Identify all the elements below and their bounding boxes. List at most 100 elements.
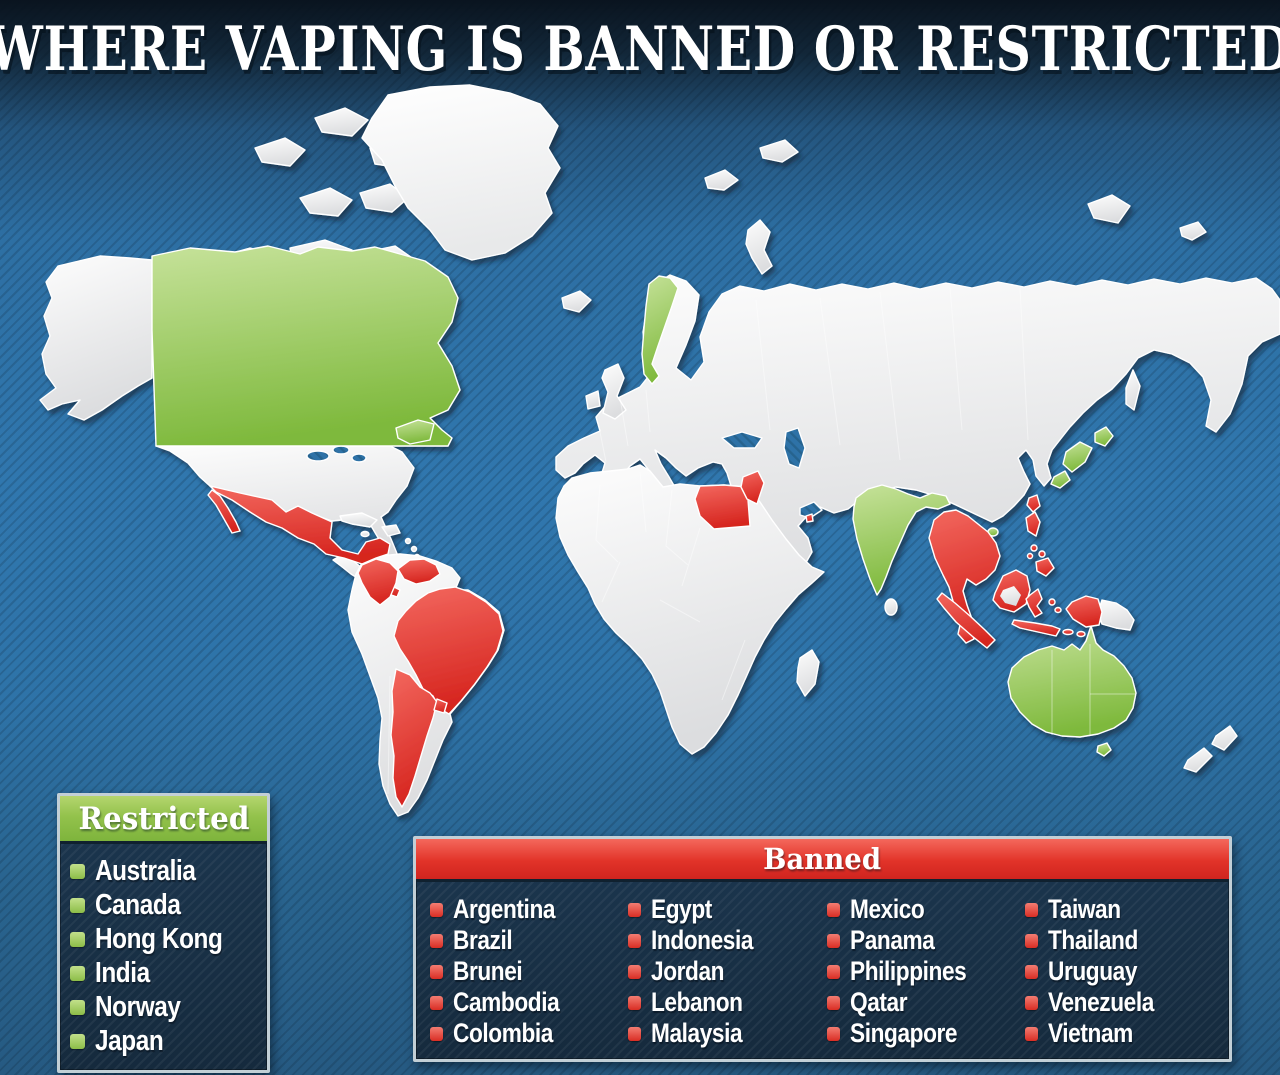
country-canada-maritimes: [395, 419, 435, 445]
country-argentina: [390, 668, 438, 808]
country-mexico: [209, 485, 391, 565]
red-square-icon: [430, 933, 443, 948]
banned-country-grid: Argentina Brazil Brunei Cambodia Colombi…: [416, 882, 1229, 1059]
arctic-islands: [759, 139, 799, 163]
continent-eurasia: [555, 274, 1280, 584]
arctic-islands: [745, 219, 773, 275]
lesser-antilles: [410, 545, 418, 553]
arctic-islands: [1179, 221, 1207, 241]
country-alaska: [39, 255, 153, 421]
island-sakhalin: [1125, 369, 1141, 411]
red-square-icon: [628, 933, 642, 948]
restricted-legend: Restricted Australia Canada Hong Kong In…: [57, 793, 270, 1073]
molucca-islands: [1054, 606, 1062, 614]
country-uk: [601, 363, 627, 420]
island-jamaica: [360, 530, 370, 538]
banned-column-1: Argentina Brazil Brunei Cambodia Colombi…: [430, 894, 628, 1049]
black-sea: [721, 431, 763, 449]
banned-legend-title: Banned: [763, 842, 882, 876]
green-square-icon: [70, 931, 85, 947]
lesser-sunda-islands: [1076, 630, 1086, 638]
country-philippines: [1030, 544, 1038, 552]
list-item: India: [70, 956, 259, 990]
list-item: Jordan: [628, 956, 826, 987]
red-square-icon: [628, 964, 642, 979]
restricted-country-list: Australia Canada Hong Kong India Norway …: [60, 844, 267, 1070]
list-item: Indonesia: [628, 925, 826, 956]
country-greenland: [361, 84, 561, 261]
poster-header: WHERE VAPING IS BANNED OR RESTRICTED: [0, 10, 1280, 88]
great-lakes: [306, 450, 330, 462]
banned-legend-header: Banned: [416, 839, 1229, 882]
banned-column-4: Taiwan Thailand Uruguay Venezuela Vietna…: [1024, 894, 1223, 1049]
region-jordan-lebanon: [740, 470, 765, 505]
country-venezuela: [397, 558, 441, 585]
red-square-icon: [628, 1026, 642, 1041]
borneo-interior: [1000, 586, 1021, 606]
arctic-islands: [359, 183, 409, 213]
island-sumatra: [936, 592, 996, 649]
country-mexico-baja: [207, 489, 241, 534]
list-item: Hong Kong: [70, 922, 259, 956]
list-item: Thailand: [1024, 925, 1223, 956]
red-square-icon: [1024, 995, 1038, 1010]
country-philippines: [1035, 557, 1055, 577]
red-square-icon: [826, 1026, 840, 1041]
country-japan: [1050, 470, 1071, 489]
country-new-zealand: [1183, 747, 1213, 773]
restricted-legend-title: Restricted: [78, 800, 249, 837]
region-west-papua: [1065, 595, 1103, 628]
red-square-icon: [826, 964, 840, 979]
country-qatar: [805, 513, 814, 523]
island-sri-lanka: [884, 598, 898, 616]
banned-column-2: Egypt Indonesia Jordan Lebanon Malaysia: [628, 894, 826, 1049]
caspian-sea: [783, 427, 806, 469]
red-square-icon: [430, 1026, 443, 1041]
country-canada: [151, 245, 461, 447]
country-borders: [387, 287, 1135, 795]
arctic-islands: [704, 169, 739, 191]
country-australia: [1007, 625, 1137, 738]
country-egypt: [694, 484, 751, 530]
arctic-islands: [1087, 194, 1131, 224]
red-square-icon: [826, 933, 840, 948]
page-title: WHERE VAPING IS BANNED OR RESTRICTED: [0, 13, 1280, 85]
red-square-icon: [430, 995, 443, 1010]
red-square-icon: [826, 902, 840, 917]
list-item: Panama: [826, 925, 1025, 956]
list-item: Argentina: [430, 894, 628, 925]
island-java: [1011, 619, 1061, 637]
country-norway: [641, 275, 679, 385]
country-cuba: [339, 512, 378, 528]
great-lakes: [351, 453, 367, 463]
list-item: Uruguay: [1024, 956, 1223, 987]
red-square-icon: [1024, 933, 1038, 948]
continent-africa: [555, 464, 825, 755]
list-item: Philippines: [826, 956, 1025, 987]
list-item: Vietnam: [1024, 1018, 1223, 1049]
papua-new-guinea: [1097, 599, 1135, 631]
country-japan: [1094, 426, 1114, 447]
green-square-icon: [70, 999, 85, 1015]
green-square-icon: [70, 863, 85, 879]
list-item: Cambodia: [430, 987, 628, 1018]
great-lakes: [332, 445, 350, 455]
red-square-icon: [628, 995, 642, 1010]
list-item: Egypt: [628, 894, 826, 925]
island-madagascar: [796, 649, 820, 697]
red-square-icon: [430, 964, 443, 979]
country-colombia: [357, 558, 399, 606]
list-item: Colombia: [430, 1018, 628, 1049]
red-square-icon: [826, 995, 840, 1010]
island-hispaniola: [381, 524, 401, 537]
molucca-islands: [1048, 598, 1056, 606]
country-iceland: [561, 290, 592, 313]
list-item: Brazil: [430, 925, 628, 956]
arctic-islands: [299, 187, 353, 217]
red-square-icon: [1024, 1026, 1038, 1041]
green-square-icon: [70, 1033, 85, 1049]
list-item: Brunei: [430, 956, 628, 987]
country-philippines: [1026, 552, 1034, 560]
red-square-icon: [628, 902, 642, 917]
